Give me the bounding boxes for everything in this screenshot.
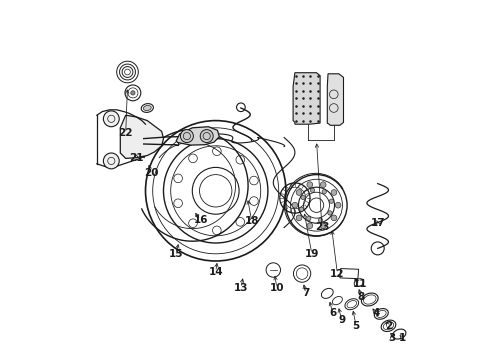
Text: 2: 2 bbox=[384, 321, 391, 331]
Circle shape bbox=[330, 215, 336, 221]
Circle shape bbox=[328, 199, 333, 203]
Circle shape bbox=[103, 111, 119, 127]
Circle shape bbox=[180, 130, 193, 143]
Text: 7: 7 bbox=[302, 288, 309, 298]
Circle shape bbox=[299, 207, 303, 211]
Text: 12: 12 bbox=[329, 269, 344, 279]
Circle shape bbox=[103, 153, 119, 169]
Polygon shape bbox=[326, 74, 343, 125]
Polygon shape bbox=[176, 127, 219, 145]
Text: 9: 9 bbox=[337, 315, 345, 325]
Circle shape bbox=[318, 218, 322, 222]
Text: 8: 8 bbox=[357, 292, 365, 302]
Circle shape bbox=[335, 202, 340, 208]
Text: 4: 4 bbox=[371, 308, 379, 318]
Circle shape bbox=[310, 188, 314, 192]
Circle shape bbox=[320, 182, 325, 188]
Circle shape bbox=[330, 190, 336, 195]
Circle shape bbox=[296, 190, 301, 195]
Text: 19: 19 bbox=[304, 249, 318, 259]
Circle shape bbox=[300, 195, 305, 199]
Text: 21: 21 bbox=[129, 153, 143, 163]
Text: 3: 3 bbox=[387, 333, 395, 343]
Text: 23: 23 bbox=[314, 222, 328, 232]
Text: 5: 5 bbox=[352, 321, 359, 331]
Circle shape bbox=[291, 202, 297, 208]
Circle shape bbox=[130, 91, 135, 95]
Circle shape bbox=[322, 190, 325, 194]
Text: 18: 18 bbox=[244, 216, 259, 226]
Text: 20: 20 bbox=[143, 168, 158, 178]
Polygon shape bbox=[120, 115, 163, 158]
Circle shape bbox=[306, 182, 312, 188]
Text: 1: 1 bbox=[399, 333, 406, 343]
Text: 17: 17 bbox=[369, 218, 384, 228]
Circle shape bbox=[296, 215, 301, 221]
Circle shape bbox=[320, 223, 325, 229]
Text: 10: 10 bbox=[269, 283, 284, 293]
Circle shape bbox=[306, 223, 312, 229]
Ellipse shape bbox=[143, 105, 151, 111]
Polygon shape bbox=[292, 73, 320, 124]
Text: 14: 14 bbox=[208, 267, 223, 277]
Text: 22: 22 bbox=[118, 128, 133, 138]
Circle shape bbox=[306, 216, 310, 221]
Text: 15: 15 bbox=[168, 249, 183, 259]
Circle shape bbox=[200, 130, 213, 143]
Text: 13: 13 bbox=[233, 283, 247, 293]
Circle shape bbox=[327, 211, 331, 215]
Text: 6: 6 bbox=[328, 308, 336, 318]
Text: 11: 11 bbox=[352, 279, 366, 289]
Text: 16: 16 bbox=[193, 215, 207, 225]
